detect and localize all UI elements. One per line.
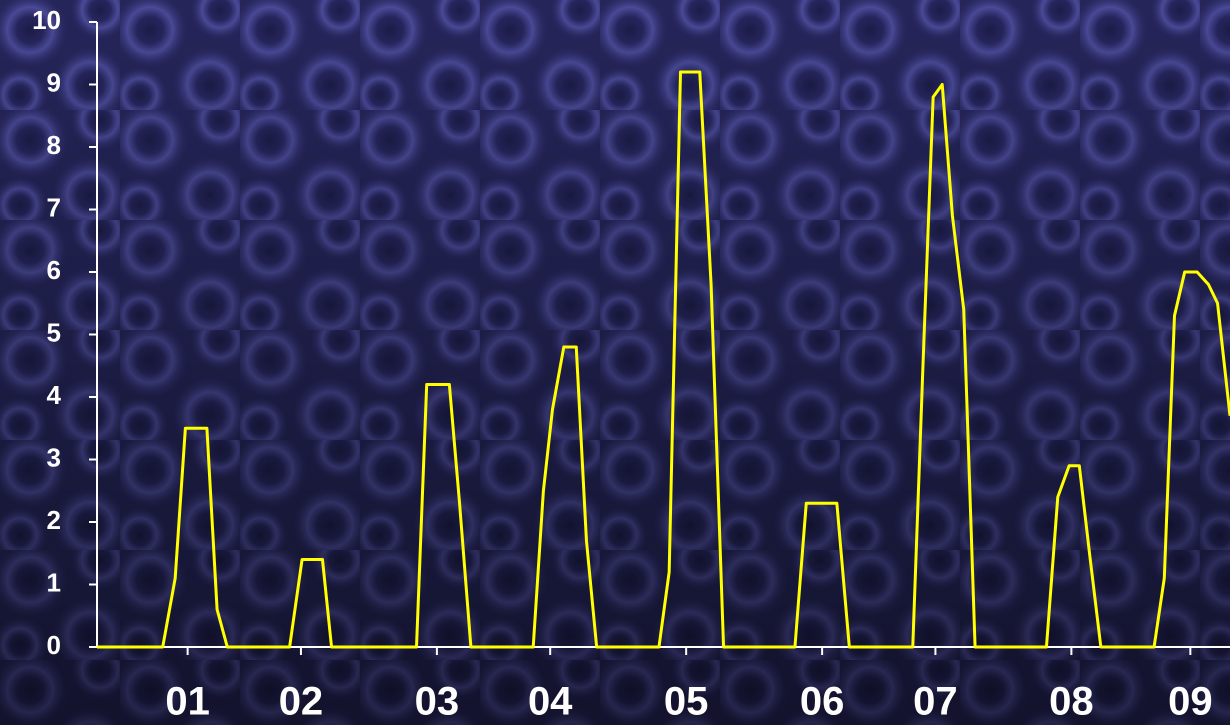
x-tick-label: 07 bbox=[913, 680, 958, 724]
x-tick-label: 09 bbox=[1168, 680, 1213, 724]
x-tick-label: 01 bbox=[165, 680, 210, 724]
y-tick-label: 8 bbox=[47, 130, 61, 160]
x-tick-label: 08 bbox=[1049, 680, 1094, 724]
y-tick-label: 10 bbox=[32, 5, 61, 35]
y-tick-label: 5 bbox=[47, 317, 61, 347]
x-tick-label: 06 bbox=[800, 680, 845, 724]
x-tick-label: 02 bbox=[279, 680, 324, 724]
x-tick-label: 05 bbox=[664, 680, 709, 724]
y-tick-label: 1 bbox=[47, 567, 61, 597]
y-tick-label: 6 bbox=[47, 255, 61, 285]
y-tick-label: 3 bbox=[47, 442, 61, 472]
y-tick-label: 9 bbox=[47, 67, 61, 97]
x-tick-label: 03 bbox=[415, 680, 460, 724]
background-shade bbox=[0, 0, 1230, 725]
chart: 012345678910010203040506070809 bbox=[0, 0, 1230, 725]
x-tick-label: 04 bbox=[528, 680, 573, 724]
y-tick-label: 4 bbox=[47, 380, 62, 410]
y-tick-label: 2 bbox=[47, 505, 61, 535]
y-tick-label: 0 bbox=[47, 630, 61, 660]
y-tick-label: 7 bbox=[47, 192, 61, 222]
